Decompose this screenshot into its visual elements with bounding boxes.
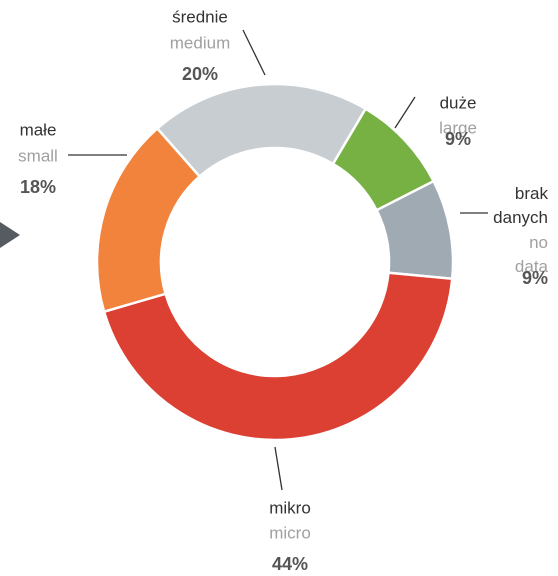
category-label: mikro [269,498,311,517]
value-label: 18% [20,177,56,197]
leader-line [242,29,266,76]
category-label-line: danych [493,208,548,227]
category-label-en: small [18,146,58,165]
category-label-en: micro [269,523,311,542]
category-label: brak danych [493,184,548,227]
value-label: 44% [272,554,308,574]
category-label: małe [20,120,57,139]
donut-slice [102,271,454,442]
category-label-en-line: data [515,257,549,276]
category-label-en: medium [170,33,230,52]
category-label-line: brak [515,184,549,203]
category-label: średnie [172,7,228,26]
category-label-en-line: no [529,233,548,252]
category-label-en: no data [515,233,549,276]
leader-line [394,96,416,129]
value-label: 9% [522,268,548,288]
leader-line [274,446,283,491]
donut-slice [95,126,202,314]
value-label: 20% [182,64,218,84]
category-label-en: large [439,118,477,137]
arrow-marker [0,222,20,248]
category-label: duże [440,93,477,112]
value-label: 9% [445,129,471,149]
